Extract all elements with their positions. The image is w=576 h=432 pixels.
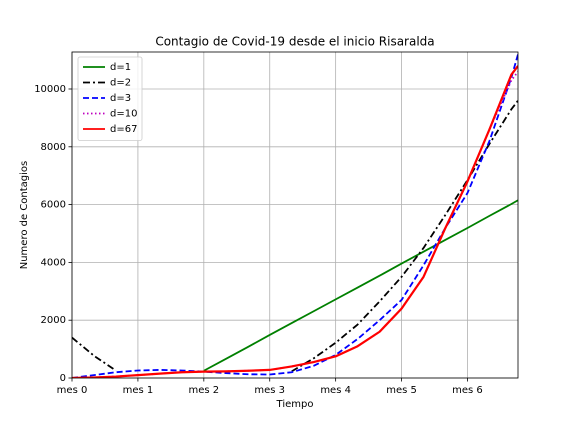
legend-box xyxy=(77,56,143,141)
x-tick-label: mes 5 xyxy=(386,385,417,396)
x-tick-label: mes 0 xyxy=(57,385,88,396)
series-line xyxy=(72,65,518,378)
series-line xyxy=(72,100,518,373)
y-axis-label: Numero de Contagios xyxy=(19,161,30,270)
x-tick-label: mes 3 xyxy=(254,385,285,396)
legend-label: d=3 xyxy=(110,93,131,104)
x-tick-label: mes 1 xyxy=(123,385,154,396)
y-tick-label: 10000 xyxy=(34,84,66,95)
y-tick-label: 0 xyxy=(60,373,66,384)
x-axis-label: Tiempo xyxy=(276,399,314,410)
legend: d=1 d=2 d=3 d=10 d=67 xyxy=(77,56,143,141)
y-tick-label: 6000 xyxy=(41,200,66,211)
legend-label: d=1 xyxy=(110,62,131,73)
y-tick-label: 8000 xyxy=(41,142,66,153)
x-tick-label: mes 2 xyxy=(188,385,219,396)
plot-area xyxy=(72,54,518,378)
chart-title: Contagio de Covid-19 desde el inicio Ris… xyxy=(155,35,434,49)
legend-label: d=67 xyxy=(110,124,137,135)
series-line xyxy=(203,199,518,372)
y-tick-label: 2000 xyxy=(41,315,66,326)
axes-frame xyxy=(71,51,519,379)
y-tick-label: 4000 xyxy=(41,257,66,268)
series-line xyxy=(72,54,518,378)
x-tick-label: mes 4 xyxy=(320,385,351,396)
legend-label: d=2 xyxy=(110,78,131,89)
x-tick-label: mes 6 xyxy=(452,385,483,396)
legend-label: d=10 xyxy=(110,109,137,120)
